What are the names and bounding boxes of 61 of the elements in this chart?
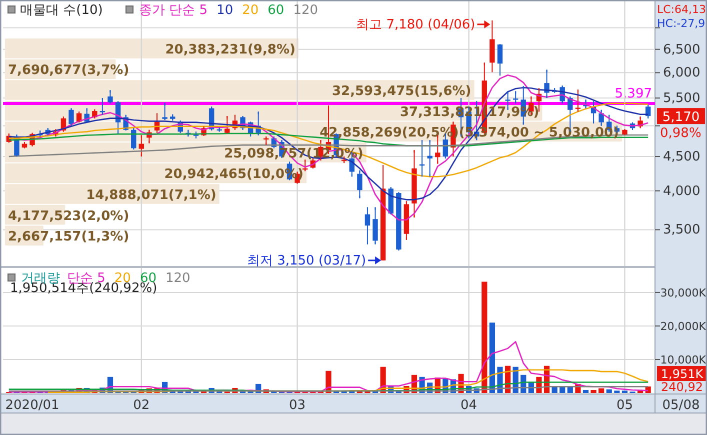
candlestick: [162, 102, 168, 121]
candlestick: [598, 109, 604, 126]
text: 1,951K: [660, 367, 704, 381]
data-label: 20,383,231(9,8%): [165, 42, 296, 58]
x-tick-label: 04: [460, 398, 478, 413]
candlestick: [108, 90, 113, 104]
text: 종가 단순 5: [139, 3, 208, 18]
data-label: 32,593,475(15,6%): [332, 84, 472, 99]
y-tick-label: 3,500: [663, 222, 700, 238]
y-tick-label: 5,500: [663, 91, 700, 106]
text: HC:-27,9: [657, 17, 706, 30]
data-label: 7,690,677(3,7%): [8, 63, 130, 78]
candlestick: [404, 200, 410, 240]
x-tick-label: 02: [133, 398, 150, 413]
text: 240,92: [661, 380, 703, 394]
candlestick: [575, 89, 581, 112]
candlestick: [170, 114, 176, 122]
y-tick-label: 10,000K: [660, 353, 707, 366]
text: LC:64,13: [657, 3, 706, 16]
candlestick: [412, 150, 417, 218]
text: 120: [166, 271, 190, 286]
bar: [598, 388, 604, 393]
candlestick: [357, 170, 362, 199]
candlestick: [490, 20, 495, 73]
x-tick-label: 03: [289, 398, 306, 413]
bar: [606, 389, 612, 393]
y-tick-label: 20,000K: [660, 320, 707, 333]
text: 05/08: [662, 398, 700, 413]
x-tick-label: 05: [616, 398, 633, 413]
y-tick-label: 4,500: [663, 149, 700, 164]
ref-line-label: 5,397: [614, 86, 652, 102]
candlestick: [193, 131, 199, 139]
candlestick: [364, 206, 370, 245]
chart-title: 매물대 수(10): [20, 3, 103, 18]
candlestick: [68, 108, 74, 126]
data-label: 4,177,523(2,0%): [8, 208, 130, 224]
bar: [482, 282, 488, 393]
candlestick: [427, 140, 432, 178]
text: 10: [216, 3, 234, 18]
text: 120: [293, 3, 318, 18]
candlestick: [512, 90, 518, 104]
x-tick-label: 2020/01: [5, 398, 60, 413]
y-tick-label: 4,000: [663, 184, 700, 199]
annotation: 최저 3,150 (03/17): [246, 253, 366, 268]
annotation: 최고 7,180 (04/06): [356, 17, 476, 32]
bar: [590, 390, 596, 393]
data-label: 14,888,071(7,1%): [86, 188, 216, 203]
text: 60: [268, 3, 284, 18]
candlestick: [138, 134, 144, 157]
y-tick-label: 6,000: [663, 66, 700, 81]
y-tick-label: 6,500: [663, 42, 700, 58]
text: 0,98%: [660, 126, 702, 142]
text: 5,170: [662, 110, 700, 126]
y-tick-label: 30,000K: [660, 286, 707, 300]
data-label: 2,667,157(1,3%): [8, 230, 130, 245]
text: 20: [242, 3, 259, 18]
candlestick: [544, 69, 550, 99]
candlestick: [224, 116, 230, 134]
candlestick: [396, 192, 402, 251]
bar: [582, 390, 589, 393]
candlestick: [372, 206, 378, 245]
